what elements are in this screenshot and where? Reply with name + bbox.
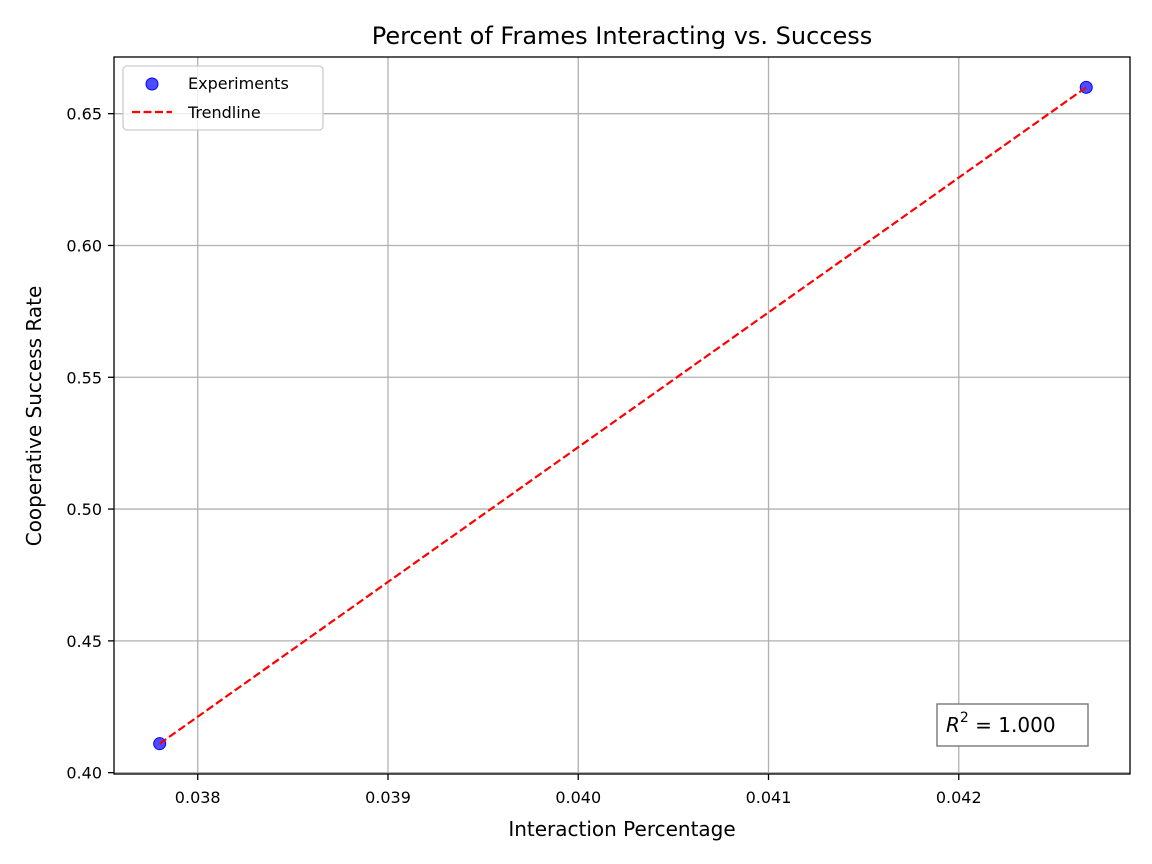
- y-tick-label: 0.50: [66, 500, 102, 519]
- plot-area: [113, 56, 1131, 775]
- x-tick-label: 0.038: [175, 788, 221, 807]
- legend-box: [122, 65, 324, 131]
- legend: Experiments Trendline: [122, 65, 324, 131]
- y-tick-label: 0.40: [66, 764, 102, 783]
- legend-marker-experiments: [145, 77, 159, 91]
- x-axis: 0.038 0.039 0.040 0.041 0.042: [175, 774, 982, 807]
- r-squared-box: [936, 703, 1089, 747]
- x-axis-label: Interaction Percentage: [508, 817, 735, 841]
- x-tick-label: 0.039: [365, 788, 411, 807]
- y-tick-label: 0.55: [66, 368, 102, 387]
- x-tick-label: 0.042: [936, 788, 982, 807]
- chart-title: Percent of Frames Interacting vs. Succes…: [372, 22, 873, 50]
- y-tick-label: 0.45: [66, 632, 102, 651]
- x-tick-label: 0.041: [746, 788, 792, 807]
- x-tick-label: 0.040: [555, 788, 601, 807]
- trendline: [159, 86, 1087, 745]
- series-layer: [153, 80, 1093, 751]
- y-axis-label: Cooperative Success Rate: [22, 286, 46, 547]
- y-tick-label: 0.65: [66, 105, 102, 124]
- r-squared-annotation: R2 = 1.000: [936, 703, 1089, 747]
- legend-label-experiments: Experiments: [188, 74, 289, 93]
- y-tick-label: 0.60: [66, 236, 102, 255]
- legend-label-trendline: Trendline: [187, 103, 261, 122]
- y-axis: 0.40 0.45 0.50 0.55 0.60 0.65: [66, 105, 114, 783]
- r-squared-text: R2 = 1.000: [946, 710, 1056, 737]
